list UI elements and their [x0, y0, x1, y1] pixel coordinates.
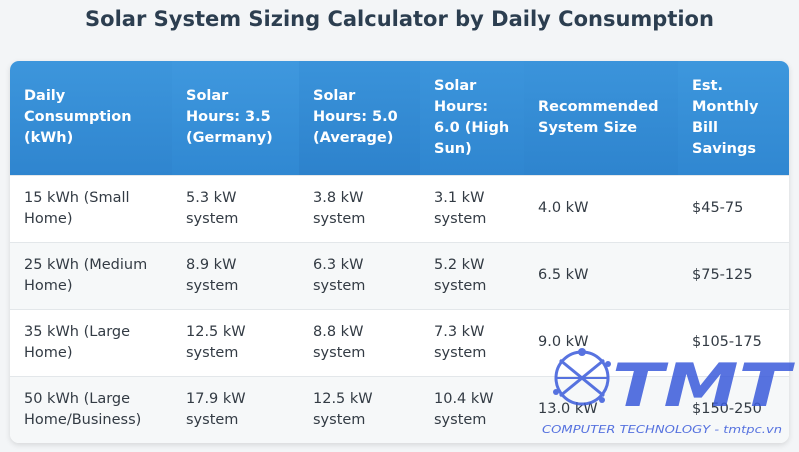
- sizing-table-container: Daily Consumption (kWh) Solar Hours: 3.5…: [10, 61, 789, 443]
- table-cell: 7.3 kW system: [434, 323, 487, 361]
- table-cell: 9.0 kW: [538, 334, 589, 350]
- table-row: 15 kWh (Small Home) 5.3 kW system 3.8 kW…: [10, 175, 789, 242]
- table-cell: 5.2 kW system: [434, 256, 487, 294]
- sizing-table: Daily Consumption (kWh) Solar Hours: 3.5…: [10, 61, 789, 443]
- table-cell: $75-125: [692, 267, 753, 283]
- header-solar-hours-3-5: Solar Hours: 3.5 (Germany): [172, 61, 299, 175]
- table-cell: 12.5 kW system: [186, 323, 246, 361]
- table-cell: 15 kWh (Small Home): [24, 189, 130, 227]
- table-cell: 3.8 kW system: [313, 189, 366, 227]
- header-solar-hours-6-0: Solar Hours: 6.0 (High Sun): [420, 61, 524, 175]
- table-cell: 50 kWh (Large Home/Business): [24, 390, 142, 428]
- table-cell: 17.9 kW system: [186, 390, 246, 428]
- header-daily-consumption: Daily Consumption (kWh): [10, 61, 172, 175]
- table-cell: 6.5 kW: [538, 267, 589, 283]
- header-recommended-size: Recommended System Size: [524, 61, 678, 175]
- table-row: 50 kWh (Large Home/Business) 17.9 kW sys…: [10, 376, 789, 443]
- table-cell: $45-75: [692, 200, 744, 216]
- table-cell: 4.0 kW: [538, 200, 589, 216]
- table-cell: 35 kWh (Large Home): [24, 323, 131, 361]
- table-cell: 6.3 kW system: [313, 256, 366, 294]
- table-cell: 5.3 kW system: [186, 189, 239, 227]
- page-title: Solar System Sizing Calculator by Daily …: [85, 7, 714, 31]
- table-row: 35 kWh (Large Home) 12.5 kW system 8.8 k…: [10, 309, 789, 376]
- header-monthly-savings: Est. Monthly Bill Savings: [678, 61, 789, 175]
- header-solar-hours-5-0: Solar Hours: 5.0 (Average): [299, 61, 420, 175]
- table-cell: 13.0 kW: [538, 401, 598, 418]
- table-cell: 8.8 kW system: [313, 323, 366, 361]
- table-row: 25 kWh (Medium Home) 8.9 kW system 6.3 k…: [10, 242, 789, 309]
- table-cell: $105-175: [692, 334, 762, 350]
- table-cell: 3.1 kW system: [434, 189, 487, 227]
- table-cell: $150-250: [692, 401, 762, 418]
- table-cell: 8.9 kW system: [186, 256, 239, 294]
- table-header-row: Daily Consumption (kWh) Solar Hours: 3.5…: [10, 61, 789, 175]
- table-cell: 10.4 kW system: [434, 390, 494, 428]
- table-cell: 25 kWh (Medium Home): [24, 256, 148, 294]
- table-cell: 12.5 kW system: [313, 390, 373, 428]
